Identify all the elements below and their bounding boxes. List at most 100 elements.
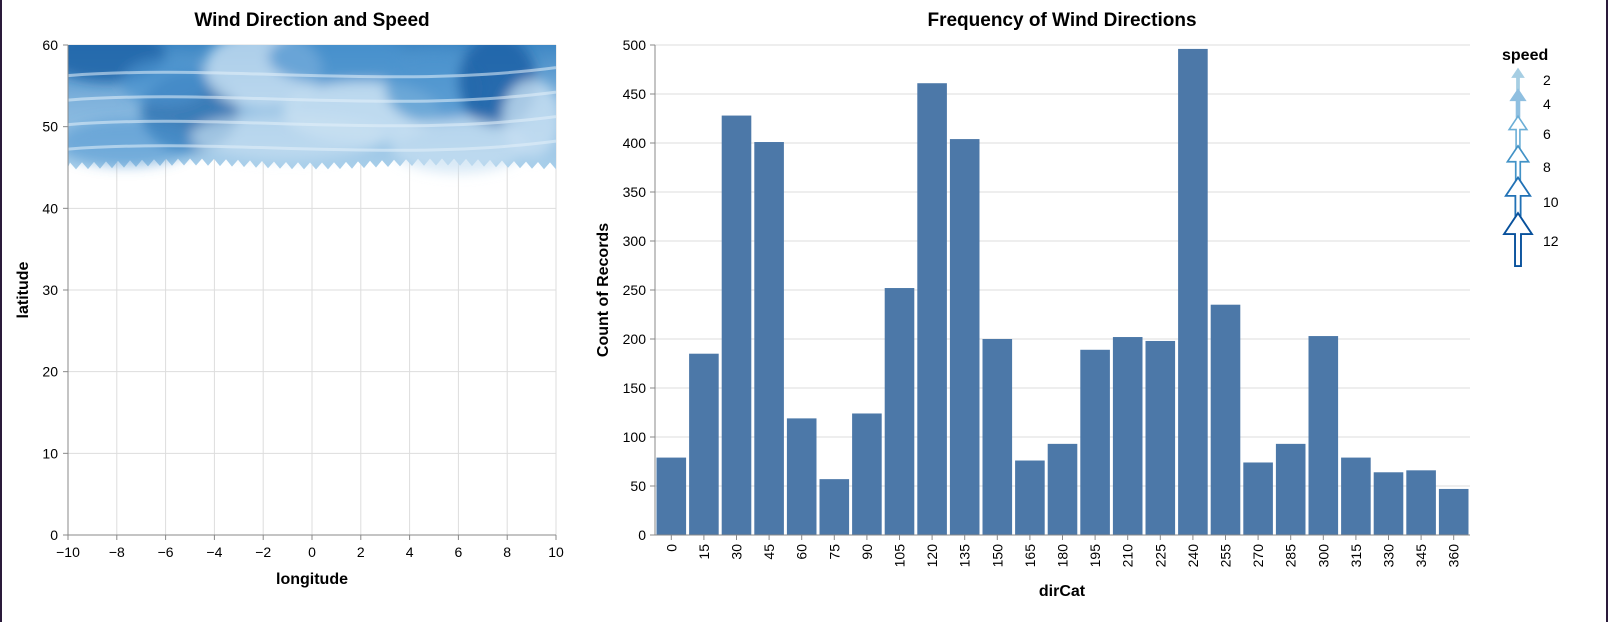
speed-legend-arrow-icon	[1509, 88, 1527, 118]
bar-chart-x-tick-label: 180	[1055, 544, 1071, 568]
wind-map-x-tick-label: 8	[503, 544, 511, 560]
wind-field-blob	[68, 119, 195, 167]
bar-0[interactable]	[656, 457, 687, 535]
wind-field-blob	[121, 58, 210, 106]
bar-30[interactable]	[721, 115, 752, 535]
bar-chart-x-tick-label: 45	[761, 544, 777, 560]
bar-chart-x-tick-label: 0	[663, 544, 679, 552]
bar-chart-x-tick-label: 255	[1218, 544, 1234, 568]
bar-360[interactable]	[1438, 488, 1469, 535]
bar-90[interactable]	[852, 413, 882, 535]
wind-field-blob	[190, 113, 386, 161]
bar-chart-y-tick-label: 450	[623, 86, 647, 102]
wind-field-streak	[68, 115, 556, 128]
wind-map-y-tick-label: 50	[42, 119, 58, 135]
bar-chart-x-tick-label: 15	[696, 544, 712, 560]
bar-chart-y-tick-label: 50	[630, 478, 646, 494]
direction-frequency-panel: Frequency of Wind Directions 05010015020…	[595, 10, 1470, 600]
bar-135[interactable]	[949, 139, 980, 535]
bar-chart-y-tick-label: 0	[638, 527, 646, 543]
speed-legend-title: speed	[1502, 47, 1548, 64]
bar-345[interactable]	[1406, 470, 1436, 535]
bar-chart-x-tick-label: 360	[1446, 544, 1462, 568]
bar-chart-x-tick-label: 165	[1022, 544, 1038, 568]
wind-map-y-tick-label: 40	[42, 200, 58, 216]
bar-chart-y-tick-label: 200	[623, 331, 647, 347]
bar-chart-x-tick-label: 135	[957, 544, 973, 568]
bar-chart-x-tick-label: 120	[924, 544, 940, 568]
bar-chart-y-tick-label: 300	[623, 233, 647, 249]
speed-legend-label: 8	[1543, 159, 1551, 175]
bar-chart-y-tick-label: 500	[623, 37, 647, 53]
bar-15[interactable]	[689, 353, 719, 535]
bar-chart-x-tick-label: 60	[794, 544, 810, 560]
bar-285[interactable]	[1275, 443, 1306, 535]
wind-map-x-axis-title: longitude	[276, 571, 348, 588]
wind-map-x-tick-label: −10	[56, 544, 80, 560]
bar-chart-bars	[656, 48, 1469, 536]
wind-map-x-tick-label: −2	[255, 544, 271, 560]
bar-chart-x-tick-label: 30	[729, 544, 745, 560]
bar-chart-title: Frequency of Wind Directions	[927, 10, 1196, 31]
bar-270[interactable]	[1243, 462, 1273, 535]
wind-map-x-tick-label: −6	[158, 544, 174, 560]
wind-field-streak	[68, 139, 556, 152]
bar-chart-x-tick-label: 300	[1315, 544, 1331, 568]
bar-195[interactable]	[1080, 349, 1110, 535]
speed-legend-arrow-icon	[1511, 67, 1525, 91]
bar-chart-y-tick-label: 100	[623, 429, 647, 445]
wind-field-blob	[385, 52, 483, 124]
bar-120[interactable]	[917, 83, 947, 535]
bar-165[interactable]	[1015, 460, 1045, 535]
wind-map-y-tick-label: 60	[42, 37, 58, 53]
bar-chart-x-tick-label: 345	[1413, 544, 1429, 568]
speed-legend-arrow-icon	[1502, 211, 1534, 268]
bar-105[interactable]	[884, 288, 915, 535]
bar-45[interactable]	[754, 142, 784, 535]
wind-map-y-axis-title: latitude	[15, 261, 32, 318]
bar-chart-x-tick-label: 150	[989, 544, 1005, 568]
wind-map-x-tick-label: 4	[406, 544, 414, 560]
bar-330[interactable]	[1373, 472, 1404, 535]
speed-legend-label: 12	[1543, 233, 1559, 249]
speed-legend-label: 2	[1543, 72, 1551, 88]
wind-field-streak	[68, 90, 556, 103]
wind-map-axes: −10 −8 −6 −4 −2 0 2 4 6 8 10 0 10 20 30 40 50 60	[42, 37, 564, 560]
bar-chart-x-tick-label: 240	[1185, 544, 1201, 568]
wind-map-y-tick-label: 0	[50, 527, 58, 543]
bar-225[interactable]	[1145, 340, 1176, 535]
wind-map-panel: Wind Direction and Speed −10 −8 −6 −4 −2 0 2 4 6…	[15, 10, 564, 588]
speed-legend-label: 10	[1543, 194, 1559, 210]
bar-chart-y-axis-title: Count of Records	[595, 223, 612, 357]
bar-chart-y-tick-label: 350	[623, 184, 647, 200]
wind-field-streak	[68, 66, 556, 79]
bar-75[interactable]	[819, 479, 850, 535]
bar-180[interactable]	[1047, 443, 1078, 535]
speed-legend-label: 6	[1543, 126, 1551, 142]
bar-chart-axes: 0 50 100 150 200 250 300 350 400 450 500 0 15 30 45 60 7…	[623, 37, 1470, 567]
wind-map-x-tick-label: 6	[455, 544, 463, 560]
bar-315[interactable]	[1341, 457, 1371, 535]
bar-chart-x-tick-label: 225	[1152, 544, 1168, 568]
wind-map-y-tick-label: 20	[42, 364, 58, 380]
bar-chart-x-tick-label: 195	[1087, 544, 1103, 568]
bar-chart-x-tick-label: 315	[1348, 544, 1364, 568]
bar-255[interactable]	[1210, 304, 1241, 535]
wind-map-x-tick-label: −4	[206, 544, 222, 560]
bar-240[interactable]	[1178, 48, 1208, 536]
bar-chart-x-axis-title: dirCat	[1039, 583, 1086, 600]
bar-150[interactable]	[982, 339, 1013, 535]
bar-210[interactable]	[1112, 337, 1143, 535]
wind-map-x-tick-label: −8	[109, 544, 125, 560]
bar-300[interactable]	[1308, 336, 1339, 535]
bar-60[interactable]	[786, 418, 817, 535]
bar-chart-x-tick-label: 75	[826, 544, 842, 560]
speed-legend-label: 4	[1543, 96, 1551, 112]
bar-chart-y-tick-label: 150	[623, 380, 647, 396]
wind-map-x-tick-label: 0	[308, 544, 316, 560]
bar-chart-x-tick-label: 285	[1283, 544, 1299, 568]
speed-legend: speed 2 4 6 8 10 12	[1502, 47, 1559, 268]
bar-chart-x-tick-label: 210	[1120, 544, 1136, 568]
wind-map-title: Wind Direction and Speed	[194, 10, 429, 31]
bar-chart-x-tick-label: 270	[1250, 544, 1266, 568]
